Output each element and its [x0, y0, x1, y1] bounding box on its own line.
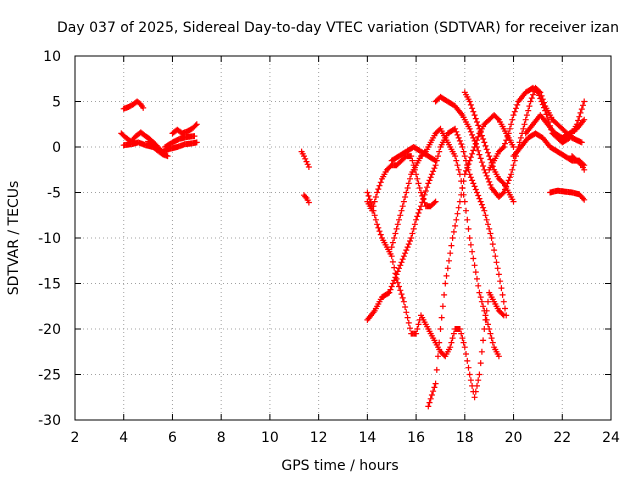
series-s10: [364, 189, 507, 401]
y-tick-label: -20: [38, 322, 61, 338]
x-tick-label: 2: [71, 430, 80, 446]
plus-markers: [569, 153, 588, 173]
plus-markers: [162, 133, 198, 150]
plus-markers: [120, 98, 147, 112]
plus-markers: [298, 148, 312, 170]
x-tick-label: 14: [358, 430, 376, 446]
plus-markers: [145, 138, 171, 160]
plus-markers: [169, 121, 200, 137]
y-tick-label: 10: [43, 49, 61, 65]
x-tick-label: 10: [261, 430, 279, 446]
y-tick-labels: 10 5 0 -5 -10 -15 -20 -25 -30: [38, 49, 61, 429]
plus-markers: [364, 189, 507, 401]
axis-ticks: [74, 55, 612, 421]
plus-markers: [301, 192, 312, 206]
series-s7: [162, 133, 198, 150]
x-tick-label: 18: [456, 430, 474, 446]
x-tick-label: 12: [310, 430, 328, 446]
y-tick-label: -30: [38, 413, 61, 429]
y-tick-label: 0: [52, 140, 61, 156]
x-tick-label: 22: [553, 430, 571, 446]
x-tick-label: 6: [168, 430, 177, 446]
series-s19: [522, 112, 588, 141]
series-s14: [388, 144, 439, 164]
plus-markers: [461, 89, 517, 205]
x-tick-labels: 2 4 6 8 10 12 14 16 18 20 22 24: [71, 430, 620, 446]
y-tick-label: -15: [38, 277, 61, 293]
plus-markers: [522, 112, 588, 141]
series-s8: [298, 148, 312, 170]
plus-markers: [388, 125, 502, 360]
series-s17: [461, 89, 517, 205]
y-tick-label: 5: [52, 95, 61, 111]
series-s1: [120, 98, 147, 112]
x-tick-label: 8: [217, 430, 226, 446]
series-s9: [301, 192, 312, 206]
grid: [75, 56, 611, 420]
series-s6: [169, 121, 200, 137]
y-tick-label: -5: [47, 186, 61, 202]
series-s22: [569, 153, 588, 173]
data-marks: [118, 84, 588, 410]
y-axis-label: SDTVAR / TECUs: [6, 181, 22, 296]
series-s21: [547, 187, 588, 203]
series-s13: [388, 125, 502, 360]
x-tick-label: 20: [505, 430, 523, 446]
series-s4: [145, 138, 171, 160]
series-s5: [159, 139, 200, 155]
chart-title: Day 037 of 2025, Sidereal Day-to-day VTE…: [57, 20, 619, 36]
x-tick-label: 16: [407, 430, 425, 446]
x-tick-label: 24: [602, 430, 620, 446]
plus-markers: [159, 139, 200, 155]
x-tick-label: 4: [119, 430, 128, 446]
y-tick-label: -10: [38, 231, 61, 247]
plus-markers: [547, 187, 588, 203]
y-tick-label: -25: [38, 368, 61, 384]
x-axis-label: GPS time / hours: [281, 458, 398, 474]
plus-markers: [388, 144, 439, 164]
